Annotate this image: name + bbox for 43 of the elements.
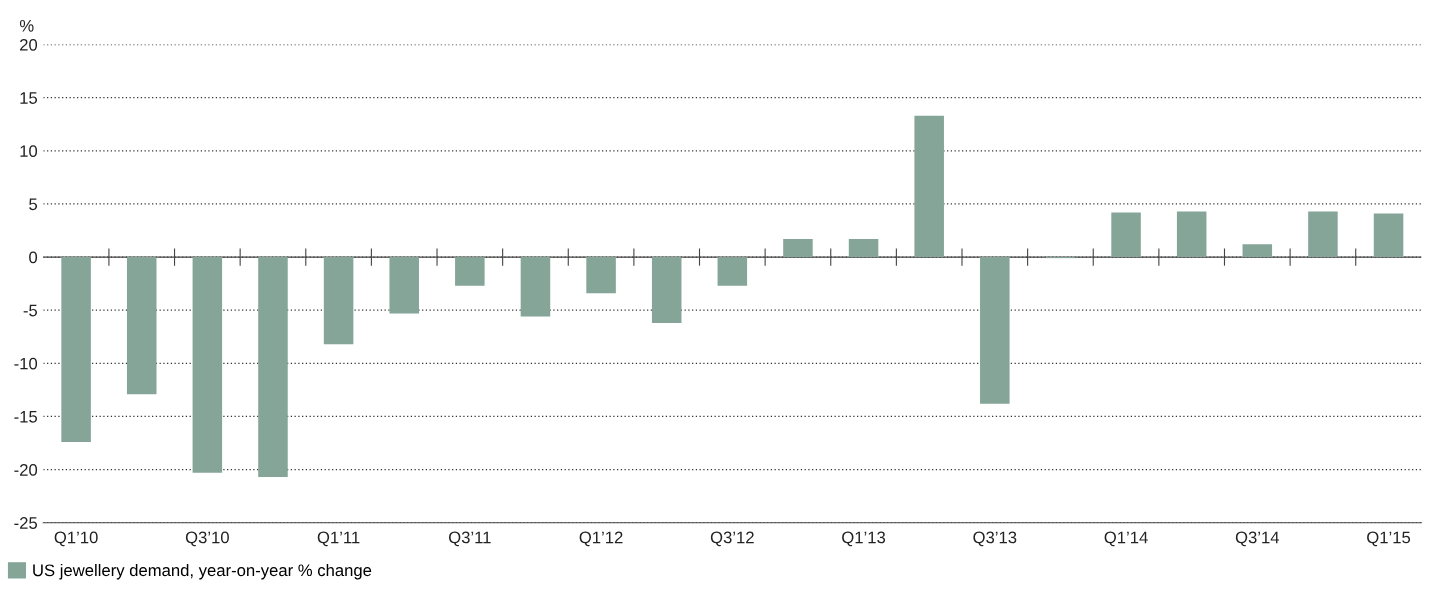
bar [1373,213,1404,258]
bar [258,257,288,478]
bar [1176,211,1207,258]
x-tick-label: Q3’10 [185,531,229,547]
y-tick-label: 15 [20,92,38,104]
x-tick-label: Q1’12 [579,531,623,547]
bar [586,257,616,294]
y-tick-label: 5 [29,198,38,211]
bar [914,115,944,258]
bar [61,257,91,442]
x-tick-label: Q3’12 [710,531,754,547]
bar [1111,212,1141,258]
y-tick-label: -20 [14,463,38,476]
bar [323,257,354,345]
y-tick-label: 10 [20,145,38,158]
x-tick-label: Q3’14 [1235,531,1280,547]
bar [848,239,879,258]
y-tick-label: -5 [23,304,38,317]
bar [389,257,419,314]
y-tick-label: -25 [14,517,38,529]
y-tick-label: -15 [14,411,38,423]
y-axis-title: % [19,19,34,32]
y-tick-label: 20 [20,38,38,51]
bar [455,257,485,286]
x-tick-label: Q1’11 [317,531,360,547]
bar [192,257,223,473]
x-tick-label: Q3’11 [449,531,491,547]
bar [520,257,551,317]
y-tick-label: 0 [29,251,38,264]
bar [717,257,748,286]
x-tick-label: Q3’13 [973,531,1017,547]
bar [126,257,157,395]
legend-label: US jewellery demand, year-on-year % change [33,563,372,580]
bar [1242,244,1273,258]
bar [783,239,813,258]
x-tick-label: Q1’10 [54,531,98,547]
y-tick-label: -10 [14,357,38,370]
bar [1308,211,1338,258]
bar [651,257,682,323]
x-tick-label: Q1’14 [1104,531,1148,547]
x-tick-label: Q1’15 [1367,531,1411,547]
bar [980,257,1010,404]
x-tick-label: Q1’13 [842,531,886,547]
